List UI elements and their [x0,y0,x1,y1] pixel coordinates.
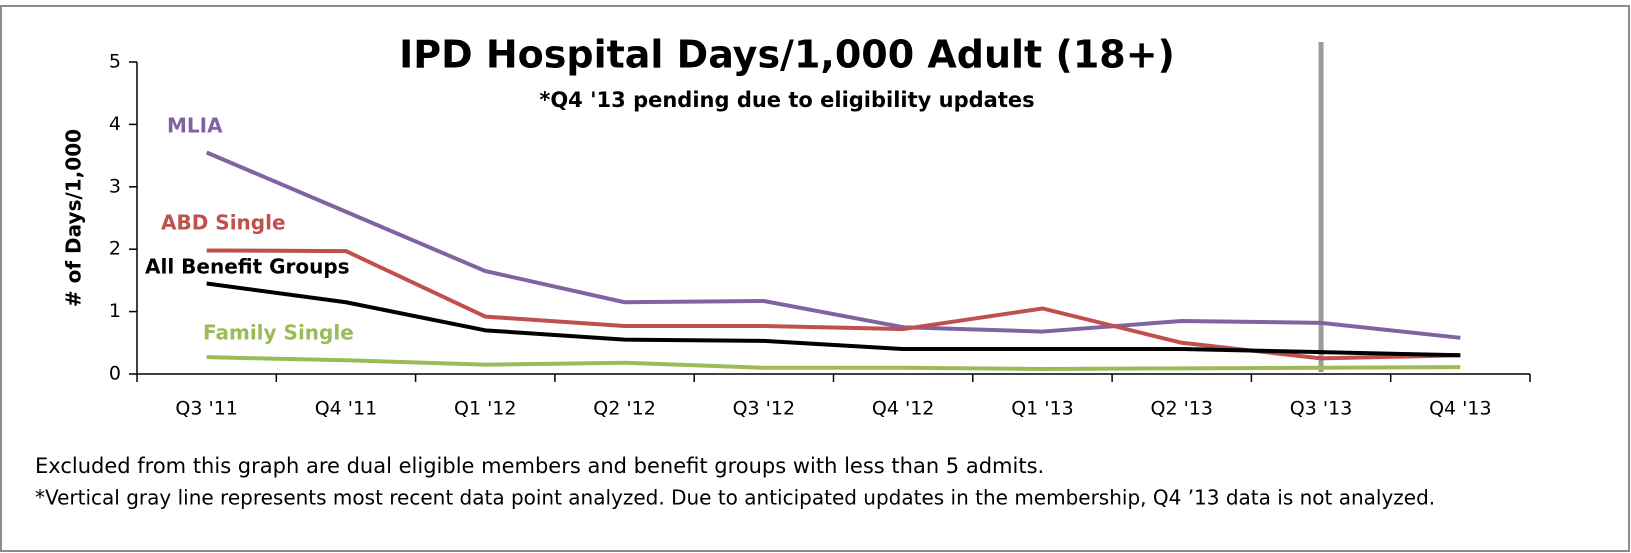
series-line [206,355,1461,372]
x-tick-label: Q3 '11 [175,398,237,420]
x-tick-label: Q4 '11 [315,398,377,420]
y-tick-label: 3 [109,175,121,197]
chart-subtitle: *Q4 '13 pending due to eligibility updat… [539,88,1034,112]
x-tick-label: Q2 '13 [1151,398,1213,420]
x-tick-label: Q2 '12 [593,398,655,420]
y-tick-label: 1 [109,300,121,322]
y-tick-label: 4 [109,113,121,135]
series-line [205,150,1461,340]
note: Excluded from this graph are dual eligib… [35,454,1044,478]
series-label: Family Single [203,321,354,345]
x-tick-label: Q4 '12 [872,398,934,420]
x-tick-label: Q3 '12 [733,398,795,420]
series-label: ABD Single [161,211,286,235]
note: *Vertical gray line represents most rece… [35,486,1435,510]
x-tick-label: Q1 '13 [1011,398,1073,420]
series-line [206,281,1461,358]
x-tick-label: Q3 '13 [1290,398,1352,420]
y-tick-label: 0 [109,363,121,385]
y-axis-label: # of Days/1,000 [62,129,86,307]
y-tick-label: 5 [109,51,121,73]
y-tick-label: 2 [109,238,121,260]
series-label: MLIA [167,114,223,138]
chart-title: IPD Hospital Days/1,000 Adult (18+) [399,33,1175,77]
frame [0,5,1630,552]
x-tick-label: Q4 '13 [1429,398,1491,420]
series-label: All Benefit Groups [145,255,350,279]
x-tick-label: Q1 '12 [454,398,516,420]
